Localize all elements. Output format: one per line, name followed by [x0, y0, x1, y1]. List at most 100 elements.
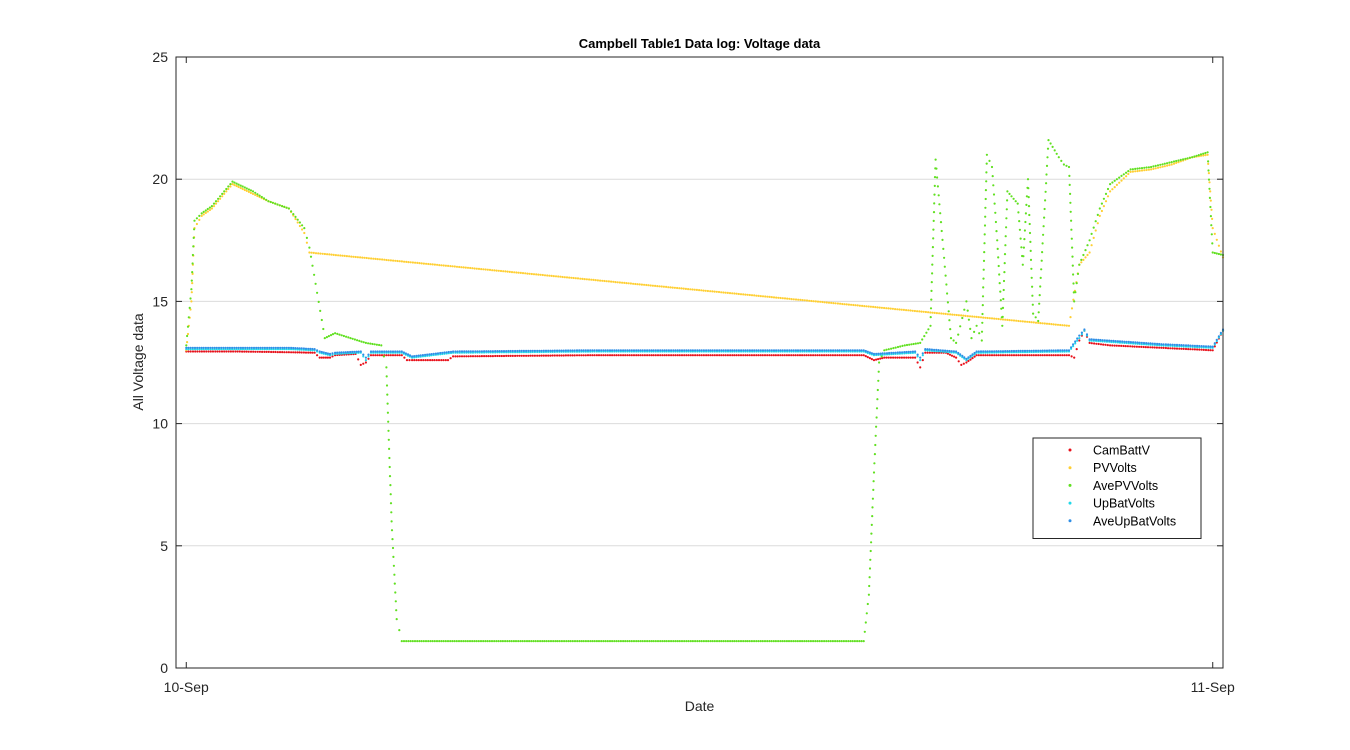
data-point [309, 347, 312, 350]
data-point [471, 267, 474, 270]
data-point [698, 640, 701, 643]
data-point [678, 287, 681, 290]
data-point [431, 359, 434, 362]
data-point [585, 278, 589, 281]
data-point [551, 354, 554, 357]
data-point [1073, 356, 1076, 359]
data-point [387, 438, 390, 441]
data-point [615, 640, 618, 643]
data-point [825, 354, 828, 357]
data-point [239, 184, 242, 187]
data-point [1002, 297, 1005, 301]
data-point [916, 361, 919, 364]
data-point [896, 356, 899, 359]
data-point [750, 354, 754, 357]
data-point [309, 351, 312, 354]
data-point [1061, 354, 1064, 357]
data-point [652, 349, 655, 352]
data-point [932, 228, 935, 231]
data-point [191, 272, 194, 275]
data-point [510, 640, 513, 643]
data-point [1001, 354, 1005, 357]
data-point [1031, 294, 1034, 297]
data-point [186, 341, 189, 344]
data-point [1068, 183, 1071, 186]
data-point [924, 348, 927, 351]
data-point [548, 274, 551, 277]
data-point [1008, 192, 1011, 195]
data-point [328, 253, 331, 256]
data-point [836, 349, 839, 352]
data-point [1215, 338, 1218, 341]
data-point [615, 349, 618, 352]
data-point [1092, 226, 1095, 229]
data-point [268, 346, 271, 349]
data-point [1175, 347, 1179, 350]
legend-marker [1068, 501, 1072, 505]
data-point [990, 165, 994, 169]
data-point [751, 349, 754, 352]
data-point [438, 640, 441, 643]
data-point [608, 349, 612, 352]
data-point [433, 263, 436, 266]
y-axis-label: All Voltage data [130, 313, 146, 411]
data-point [192, 245, 195, 248]
data-point [191, 262, 194, 265]
data-point [965, 357, 968, 360]
data-point [921, 352, 924, 355]
data-point [193, 228, 196, 231]
data-point [757, 294, 760, 297]
data-point [779, 296, 782, 300]
data-point [316, 354, 319, 357]
data-point [1025, 195, 1028, 198]
data-point [858, 349, 861, 352]
data-point [869, 305, 873, 308]
data-point [202, 210, 205, 213]
data-point [1102, 343, 1105, 346]
data-point [190, 279, 193, 282]
data-point [339, 254, 342, 257]
data-point [683, 640, 686, 643]
data-point [1056, 349, 1060, 352]
data-point [1029, 249, 1032, 252]
data-point [370, 257, 373, 260]
data-point [988, 354, 991, 357]
data-point [442, 640, 445, 643]
data-point [641, 349, 644, 352]
data-point [702, 354, 706, 357]
data-point [396, 354, 399, 357]
data-point [1048, 322, 1051, 325]
data-point [799, 298, 802, 301]
data-point [790, 640, 793, 643]
data-point [1123, 340, 1126, 343]
data-point [680, 354, 684, 357]
data-point [1074, 340, 1077, 343]
data-point [1127, 340, 1130, 343]
data-point [385, 258, 388, 262]
data-point [206, 207, 209, 211]
data-point [290, 346, 293, 349]
data-point [529, 354, 532, 357]
data-point [352, 255, 355, 258]
data-point [612, 280, 615, 283]
data-point [667, 640, 671, 643]
data-point [783, 297, 787, 300]
data-point [850, 303, 853, 306]
data-point [507, 354, 510, 357]
data-point [413, 640, 417, 643]
data-point [584, 354, 587, 357]
data-point [1032, 354, 1035, 357]
data-point [507, 349, 510, 353]
data-point [1202, 154, 1205, 157]
data-point [1019, 349, 1022, 352]
data-point [221, 192, 224, 195]
data-point [931, 263, 934, 266]
data-point [1060, 159, 1063, 162]
data-point [807, 640, 810, 643]
data-point [914, 342, 917, 345]
data-point [369, 354, 373, 357]
data-point [531, 354, 534, 357]
data-point [933, 202, 936, 205]
data-point [1071, 255, 1074, 258]
data-point [1142, 345, 1145, 349]
